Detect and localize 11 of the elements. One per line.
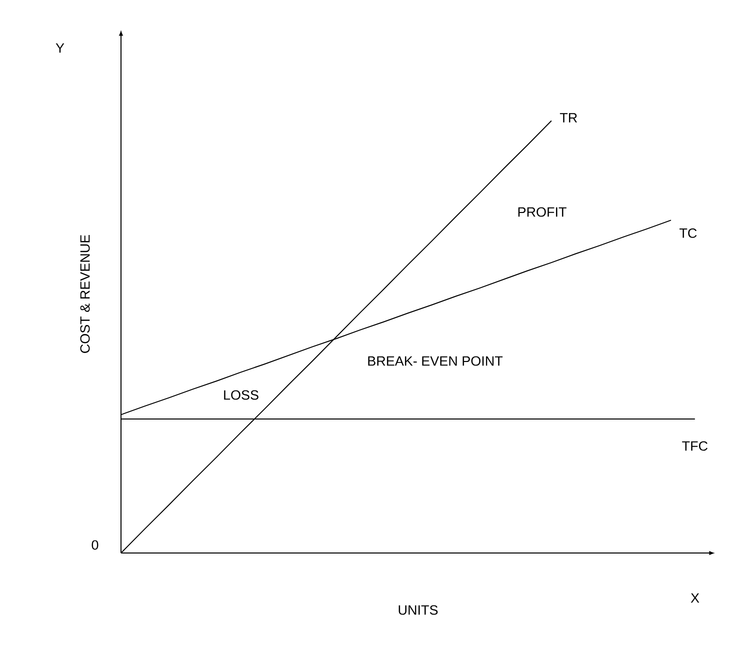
text: 0 [92,540,98,550]
text: Y [56,43,64,53]
series-label: TFC [682,441,708,451]
y-axis-title: COST & REVENUE [80,234,90,353]
annotation: PROFIT [518,207,566,217]
x-axis-title: UNITS [398,605,438,615]
series-label: TC [680,228,697,238]
annotation: BREAK- EVEN POINT [368,356,503,366]
text: X [690,593,700,603]
annotation: LOSS [224,390,258,400]
series-label: TR [560,113,578,122]
